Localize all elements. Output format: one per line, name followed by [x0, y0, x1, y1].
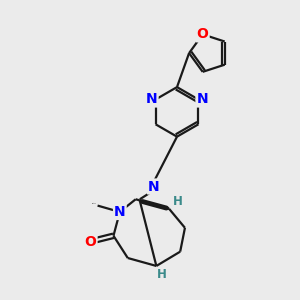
Text: N: N [146, 92, 158, 106]
Text: O: O [85, 235, 97, 249]
Text: H: H [157, 268, 167, 281]
Text: N: N [114, 205, 126, 219]
Text: H: H [173, 195, 183, 208]
Text: O: O [197, 27, 208, 41]
Text: methyl: methyl [92, 203, 97, 204]
Text: N: N [148, 179, 160, 194]
Text: N: N [196, 92, 208, 106]
